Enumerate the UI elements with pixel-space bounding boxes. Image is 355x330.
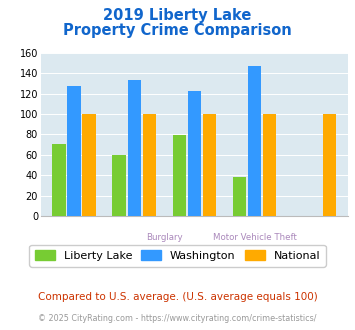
Text: Property Crime Comparison: Property Crime Comparison — [63, 23, 292, 38]
Legend: Liberty Lake, Washington, National: Liberty Lake, Washington, National — [29, 245, 326, 267]
Bar — [52, 144, 66, 216]
Bar — [67, 86, 81, 216]
Bar — [127, 81, 141, 216]
Text: Burglary: Burglary — [146, 233, 182, 242]
Bar — [323, 114, 337, 216]
Bar — [263, 114, 276, 216]
Bar — [203, 114, 216, 216]
Text: Larceny & Theft: Larceny & Theft — [130, 247, 198, 256]
Bar — [143, 114, 156, 216]
Bar — [188, 90, 201, 216]
Text: © 2025 CityRating.com - https://www.cityrating.com/crime-statistics/: © 2025 CityRating.com - https://www.city… — [38, 314, 317, 323]
Bar — [113, 155, 126, 216]
Bar — [173, 136, 186, 216]
Text: Motor Vehicle Theft: Motor Vehicle Theft — [213, 233, 296, 242]
Text: Arson: Arson — [272, 247, 297, 256]
Bar — [248, 66, 261, 216]
Bar — [82, 114, 95, 216]
Text: 2019 Liberty Lake: 2019 Liberty Lake — [103, 8, 252, 23]
Text: All Property Crime: All Property Crime — [65, 247, 143, 256]
Text: Compared to U.S. average. (U.S. average equals 100): Compared to U.S. average. (U.S. average … — [38, 292, 317, 302]
Bar — [233, 177, 246, 216]
